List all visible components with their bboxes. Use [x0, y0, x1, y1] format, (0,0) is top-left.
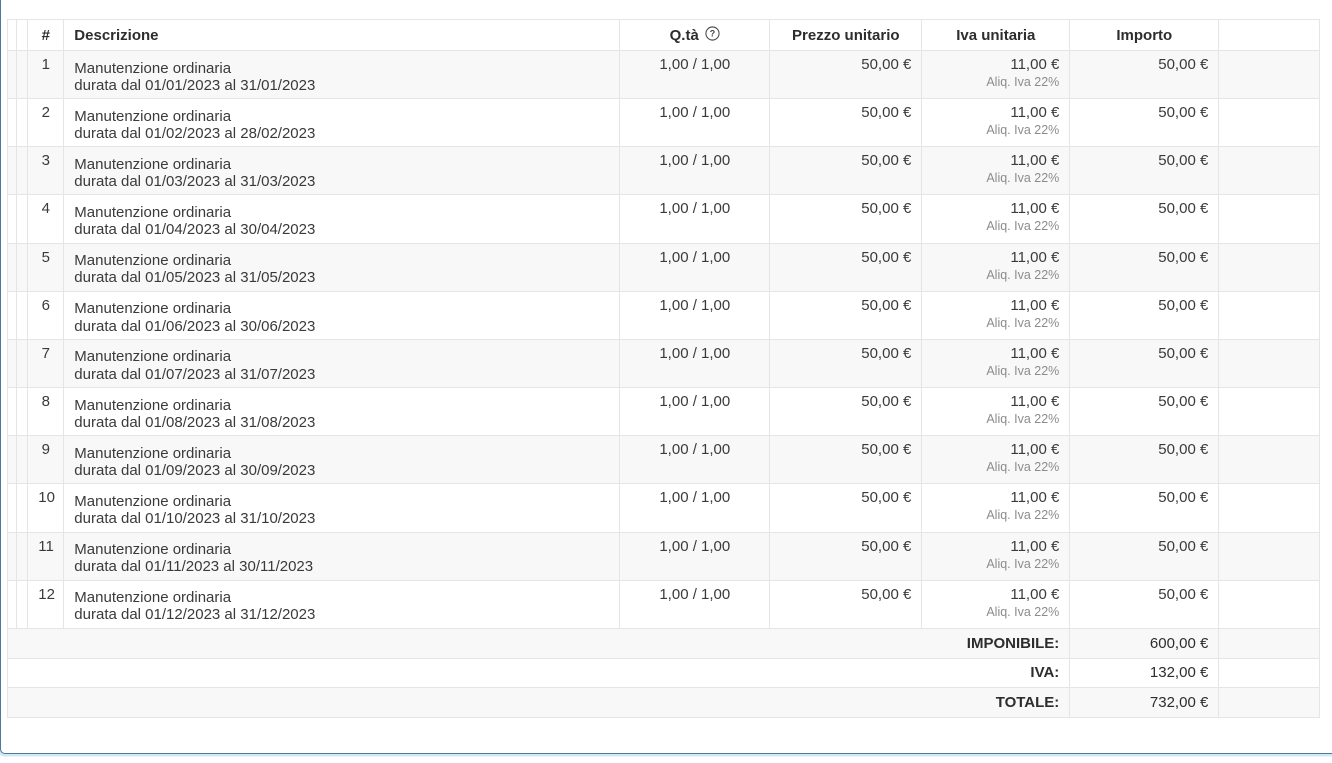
svg-text:?: ?: [710, 29, 715, 39]
